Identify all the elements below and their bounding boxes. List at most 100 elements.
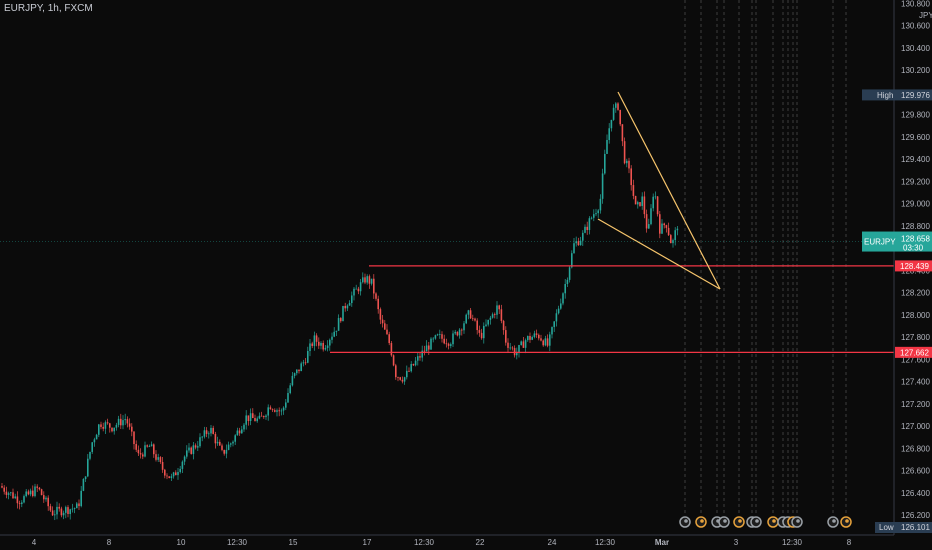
candle-body [219, 441, 221, 446]
candle-body [106, 422, 109, 424]
low-tag-bg [875, 522, 932, 533]
candle-body [630, 168, 632, 186]
candle-body [318, 341, 320, 346]
candle-body [1, 486, 3, 488]
candle-body [406, 370, 408, 378]
candle-body [595, 213, 597, 215]
candle-body [102, 426, 104, 429]
candle-body [626, 160, 628, 164]
candle-body [386, 329, 388, 335]
candle-body [56, 506, 58, 515]
candle-body [170, 476, 173, 478]
candle-body [588, 218, 591, 231]
candle-body [408, 370, 410, 372]
time-tick-label: 15 [289, 538, 298, 547]
candle-body [645, 214, 648, 229]
candle-body [21, 502, 23, 505]
candle-body [487, 319, 489, 325]
candle-body [368, 276, 371, 284]
candle-body [16, 496, 19, 504]
candle-body [322, 342, 324, 350]
candle-body [390, 343, 393, 356]
candle-body [494, 314, 496, 315]
candle-body [535, 333, 538, 335]
candle-body [227, 444, 230, 450]
time-tick-label: 8 [107, 538, 112, 547]
candle-body [410, 364, 412, 372]
candle-body [157, 457, 159, 460]
price-tick-label: 126.400 [901, 489, 930, 498]
price-tick-label: 127.800 [901, 333, 930, 342]
candle-body [71, 508, 74, 510]
candle-body [456, 331, 459, 336]
candle-body [210, 427, 212, 434]
candle-body [461, 329, 463, 331]
candle-body [122, 420, 124, 426]
candle-body [43, 495, 45, 500]
candle-body [201, 436, 203, 438]
candle-body [7, 493, 10, 495]
candle-body [181, 461, 184, 469]
price-tick-label: 128.200 [901, 289, 930, 298]
candle-body [480, 332, 483, 339]
candle-body [3, 487, 5, 492]
price-axis[interactable]: JPY 126.200 126.400 126.600 126.800 127.000 1… [893, 0, 932, 550]
candle-body [509, 347, 511, 349]
candle-body [577, 241, 580, 246]
candle-body [117, 418, 120, 425]
candle-body [584, 226, 586, 233]
candle-body [93, 439, 96, 443]
candle-body [551, 327, 553, 335]
candle-body [425, 345, 428, 352]
candle-body [439, 334, 441, 336]
candle-body [135, 444, 137, 450]
candle-body [608, 128, 610, 140]
wedge-lower-line [597, 218, 721, 290]
candle-body [348, 303, 351, 306]
time-tick-label: 24 [548, 538, 557, 547]
candle-body [502, 320, 505, 331]
candle-body [89, 451, 91, 459]
candle-body [144, 445, 146, 457]
candle-body [637, 202, 639, 205]
time-tick-label: 3 [734, 538, 739, 547]
candle-body [32, 490, 34, 497]
candle-body [403, 377, 406, 382]
candle-body [304, 362, 307, 364]
candle-body [423, 350, 426, 352]
candle-body [212, 427, 214, 434]
candle-body [489, 317, 492, 320]
candle-body [505, 330, 507, 343]
candle-body [661, 223, 663, 234]
candle-body [10, 492, 12, 494]
symbol-tag-countdown: 03:30 [903, 244, 924, 253]
candle-body [320, 342, 322, 346]
candle-body [507, 342, 509, 348]
candle-body [340, 318, 342, 322]
candle-body [355, 288, 357, 290]
candle-body [192, 445, 195, 454]
candle-body [650, 208, 652, 225]
candle-body [359, 282, 362, 292]
candle-body [36, 486, 38, 488]
candlestick-series [1, 102, 679, 521]
candle-body [663, 223, 665, 226]
candle-body [205, 430, 208, 434]
candle-body [511, 347, 514, 349]
candle-body [582, 232, 584, 241]
candle-body [478, 330, 481, 333]
candle-body [674, 230, 676, 241]
time-tick-label: 10 [177, 538, 186, 547]
candle-body [82, 479, 85, 491]
time-axis[interactable]: 4 8 10 12:30 15 17 12:30 22 24 12:30 Mar 3 12:30 8 [0, 534, 894, 547]
candle-body [274, 410, 276, 412]
candle-body [287, 393, 289, 403]
candle-body [573, 243, 575, 254]
candle-body [236, 430, 239, 436]
chart-title: EURJPY, 1h, FXCM [4, 3, 93, 14]
candle-body [476, 320, 478, 331]
economic-events-row [679, 516, 852, 528]
candle-body [579, 240, 582, 246]
